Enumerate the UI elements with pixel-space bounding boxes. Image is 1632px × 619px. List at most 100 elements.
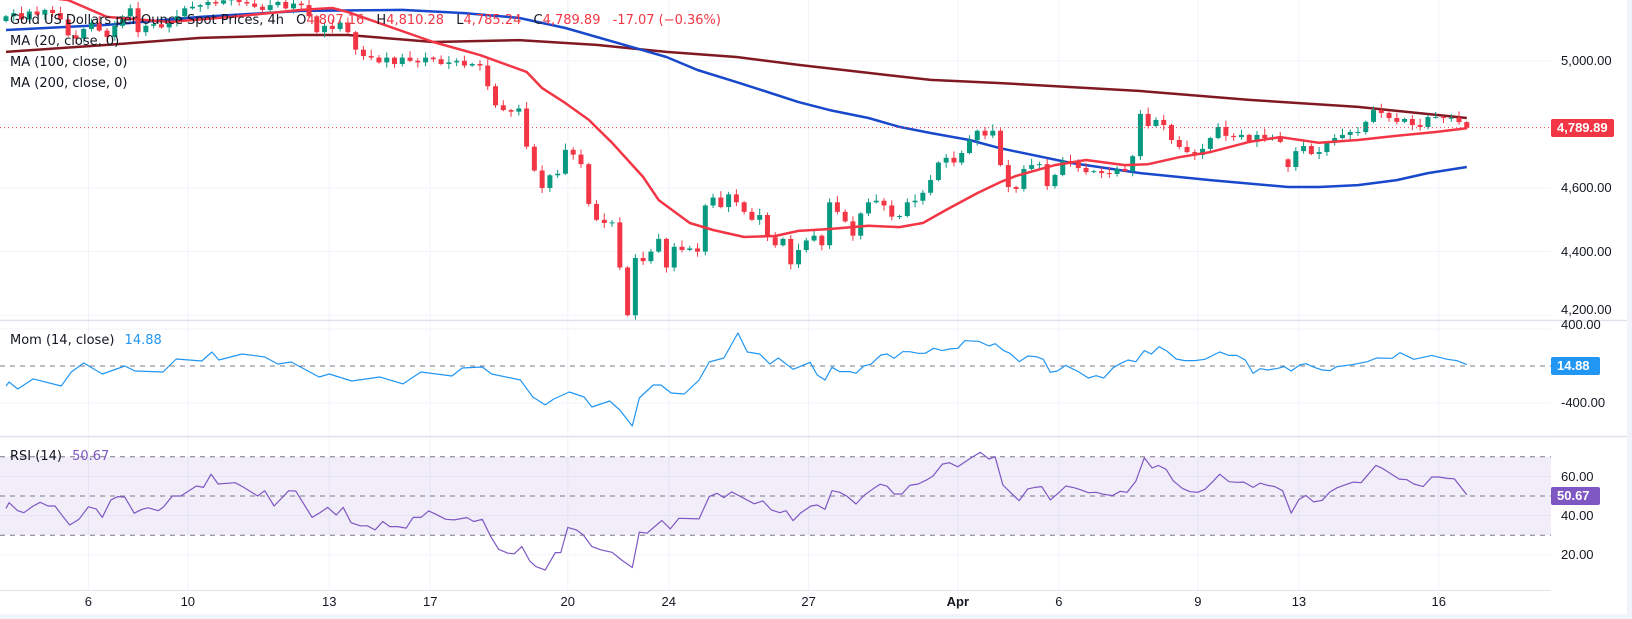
candle-body [353, 32, 359, 50]
candle-body [819, 235, 825, 246]
ma200-line [5, 33, 1467, 120]
candle-body [640, 257, 646, 262]
rsi-pane[interactable] [0, 451, 1551, 571]
date-label: 6 [1055, 594, 1063, 609]
candle-body [1099, 171, 1105, 174]
candle-body [376, 57, 382, 63]
candle-body [780, 238, 786, 246]
candle [275, 0, 281, 8]
candle [1347, 129, 1353, 140]
candle-body [827, 202, 833, 246]
candle [912, 194, 918, 208]
candle-body [982, 130, 988, 136]
candle [640, 251, 646, 265]
candle [1254, 131, 1260, 147]
candle [19, 6, 25, 24]
candle [648, 249, 654, 264]
close-label: C [533, 13, 543, 28]
candle [1099, 167, 1105, 179]
candle-body [1223, 126, 1229, 136]
candle [96, 16, 102, 32]
date-label: 24 [661, 594, 676, 609]
candle [127, 4, 133, 18]
rsi-legend[interactable]: RSI (14) 50.67 [10, 449, 109, 465]
candle [1433, 111, 1439, 119]
candle-body [81, 29, 87, 39]
price-tick: 4,600.00 [1561, 180, 1612, 195]
candle-body [236, 0, 242, 2]
candle [881, 198, 887, 211]
ma200-legend[interactable]: MA (200, close, 0) [10, 76, 128, 91]
candle [679, 240, 685, 253]
candle [438, 55, 444, 66]
candle-body [166, 22, 172, 28]
candle-body [213, 1, 219, 4]
candle [1293, 147, 1299, 171]
candle [531, 144, 537, 172]
momentum-pane[interactable] [0, 332, 1551, 427]
candle [990, 124, 996, 139]
candle-body [796, 250, 802, 265]
candle-body [772, 237, 778, 246]
date-label: 10 [180, 594, 196, 609]
candle-body [1355, 132, 1361, 134]
candle [446, 56, 452, 70]
candle [757, 208, 763, 225]
candle-body [710, 197, 716, 206]
candle [547, 174, 553, 192]
candle-body [345, 22, 351, 33]
candle [1394, 112, 1400, 125]
candle-body [842, 211, 848, 222]
candle [710, 193, 716, 209]
candle [524, 102, 530, 150]
candle-body [959, 153, 965, 163]
candle [81, 27, 87, 43]
candle-body [1386, 112, 1392, 119]
candle [1402, 117, 1408, 124]
frame-border [1627, 0, 1632, 619]
low-label: L [456, 13, 464, 28]
ma20-legend[interactable]: MA (20, close, 0) [10, 34, 120, 49]
candle-body [34, 11, 40, 15]
momentum-legend[interactable]: Mom (14, close) 14.88 [10, 333, 162, 349]
candle-body [508, 110, 514, 112]
candle-body [531, 146, 537, 171]
candle-body [966, 140, 972, 154]
candle-body [127, 8, 133, 17]
candle-body [555, 173, 561, 176]
candle-body [1036, 164, 1042, 166]
low-value: 4,785.24 [463, 13, 522, 28]
candle [920, 190, 926, 205]
candle [586, 162, 592, 207]
candle-body [392, 57, 397, 64]
candle-body [423, 57, 429, 63]
candle [1137, 110, 1143, 161]
candle [143, 23, 149, 36]
high-label: H [376, 13, 387, 28]
candle-body [1316, 152, 1322, 154]
candle-body [687, 248, 693, 251]
ma100-line [5, 8, 1467, 189]
candle [1044, 159, 1050, 190]
candle-body [1378, 110, 1384, 113]
symbol-legend[interactable]: Gold US Dollars per Ounce Spot Prices, 4… [10, 13, 721, 29]
price-pane[interactable] [0, 0, 1551, 320]
candle-body [718, 197, 724, 208]
ma100-legend[interactable]: MA (100, close, 0) [10, 55, 128, 70]
candle [982, 126, 988, 140]
candle-body [1106, 173, 1112, 175]
candle-body [182, 8, 188, 17]
candle [1060, 157, 1066, 177]
candle [1013, 185, 1019, 193]
candle [1464, 121, 1470, 130]
candle-body [1122, 168, 1128, 172]
candle-body [267, 5, 273, 10]
candle-body [609, 222, 615, 224]
candle-body [943, 157, 949, 163]
candle-body [174, 16, 180, 23]
candle [850, 216, 856, 241]
candle [1184, 140, 1190, 154]
candle-body [493, 86, 499, 106]
candle [174, 9, 180, 27]
